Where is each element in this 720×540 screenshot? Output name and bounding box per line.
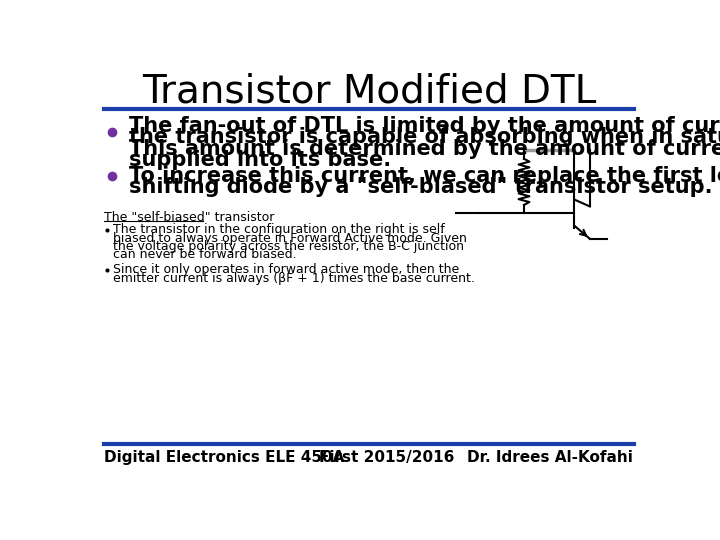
- Text: emitter current is always (βF + 1) times the base current.: emitter current is always (βF + 1) times…: [113, 272, 475, 285]
- Text: The fan-out of DTL is limited by the amount of current that: The fan-out of DTL is limited by the amo…: [129, 116, 720, 136]
- Text: the transistor is capable of absorbing when in saturation.: the transistor is capable of absorbing w…: [129, 127, 720, 147]
- Text: shifting diode by a "self-biased" transistor setup.: shifting diode by a "self-biased" transi…: [129, 177, 712, 197]
- Text: The "self-biased" transistor: The "self-biased" transistor: [104, 211, 274, 224]
- Text: can never be forward biased.: can never be forward biased.: [113, 248, 297, 261]
- Text: Transistor Modified DTL: Transistor Modified DTL: [142, 73, 596, 111]
- Text: To increase this current, we can replace the first level: To increase this current, we can replace…: [129, 166, 720, 186]
- Text: Since it only operates in forward active mode, then the: Since it only operates in forward active…: [113, 263, 459, 276]
- Text: the voltage polarity across the resistor, the B-C junction: the voltage polarity across the resistor…: [113, 240, 464, 253]
- Text: Dr. Idrees Al-Kofahi: Dr. Idrees Al-Kofahi: [467, 450, 632, 465]
- Text: Digital Electronics ELE 450A: Digital Electronics ELE 450A: [104, 450, 344, 465]
- Text: The transistor in the configuration on the right is self: The transistor in the configuration on t…: [113, 223, 445, 236]
- Text: supplied into its base.: supplied into its base.: [129, 150, 391, 170]
- Text: This amount is determined by the amount of current: This amount is determined by the amount …: [129, 139, 720, 159]
- Text: First 2015/2016: First 2015/2016: [319, 450, 454, 465]
- Text: biased to always operate in Forward Active mode. Given: biased to always operate in Forward Acti…: [113, 232, 467, 245]
